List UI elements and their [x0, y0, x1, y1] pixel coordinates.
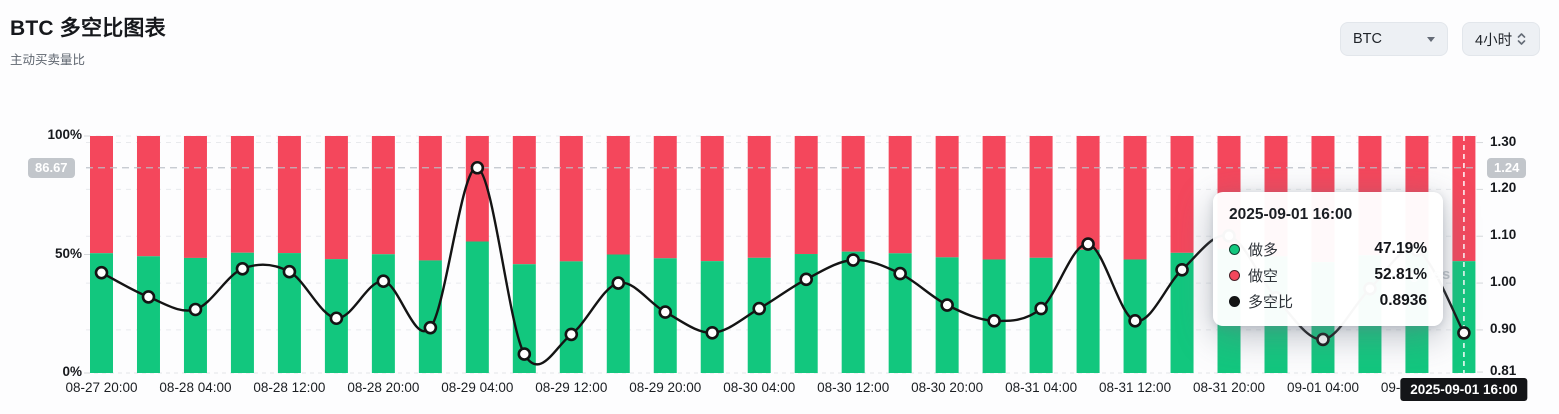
bar-short[interactable] — [606, 136, 630, 255]
bar-short[interactable] — [700, 136, 724, 262]
bar-short[interactable] — [230, 136, 254, 253]
chart-controls: BTC 4小时 — [1340, 22, 1540, 56]
interval-select[interactable]: 4小时 — [1462, 22, 1540, 56]
page-title: BTC 多空比图表 — [10, 17, 166, 40]
max-value-badge-right: 1.24 — [1487, 157, 1527, 178]
tooltip-row-ratio: 多空比 0.8936 — [1229, 288, 1427, 314]
bar-long[interactable] — [559, 261, 583, 373]
updown-spinner-icon — [1517, 33, 1526, 45]
tooltip-row-short: 做空 52.81% — [1229, 262, 1427, 288]
line-marker[interactable] — [940, 298, 954, 312]
bar-long[interactable] — [277, 253, 301, 373]
bar-long[interactable] — [1170, 252, 1194, 373]
line-marker[interactable] — [1128, 314, 1142, 328]
line-marker[interactable] — [94, 265, 109, 280]
line-marker[interactable] — [705, 325, 720, 340]
bar-short[interactable] — [512, 136, 536, 265]
tooltip-value: 52.81% — [1374, 266, 1427, 283]
max-value-badge-left: 86.67 — [28, 157, 75, 178]
bar-short[interactable] — [418, 136, 442, 261]
tooltip-value: 0.8936 — [1379, 292, 1427, 309]
bar-long[interactable] — [230, 252, 254, 373]
bar-long[interactable] — [888, 253, 912, 373]
bar-short[interactable] — [841, 136, 865, 252]
line-marker[interactable] — [1316, 332, 1330, 347]
bar-long[interactable] — [371, 254, 395, 373]
bar-short[interactable] — [1170, 136, 1194, 253]
line-marker[interactable] — [1175, 262, 1189, 277]
tooltip-label: 做多 — [1248, 241, 1279, 259]
tooltip-value: 47.19% — [1374, 240, 1427, 257]
ratio-dot-icon — [1229, 295, 1240, 307]
bar-short[interactable] — [277, 136, 301, 254]
bar-short[interactable] — [465, 136, 489, 242]
tooltip-label: 多空比 — [1248, 293, 1294, 311]
symbol-select-value: BTC — [1353, 31, 1382, 47]
bar-long[interactable] — [794, 254, 818, 373]
bar-long[interactable] — [606, 254, 630, 374]
bar-short[interactable] — [888, 136, 912, 254]
bar-long[interactable] — [1076, 249, 1100, 373]
line-marker[interactable] — [658, 305, 673, 319]
chevron-down-icon — [1427, 36, 1435, 42]
bar-long[interactable] — [418, 260, 442, 373]
interval-select-value: 4小时 — [1475, 32, 1513, 49]
line-marker[interactable] — [611, 276, 626, 290]
bar-long[interactable] — [90, 253, 113, 373]
line-marker[interactable] — [1081, 237, 1095, 251]
bar-short[interactable] — [653, 136, 677, 259]
line-marker[interactable] — [517, 347, 532, 361]
line-marker[interactable] — [141, 290, 156, 304]
symbol-select[interactable]: BTC — [1340, 22, 1448, 56]
crosshair-time-badge: 2025-09-01 16:00 — [1400, 378, 1528, 401]
bar-short[interactable] — [794, 136, 818, 255]
line-marker[interactable] — [799, 272, 814, 287]
line-marker[interactable] — [564, 327, 579, 342]
bar-short[interactable] — [1123, 136, 1147, 260]
line-marker[interactable] — [188, 302, 203, 317]
bar-long[interactable] — [747, 257, 771, 373]
bar-short[interactable] — [982, 136, 1006, 260]
line-marker[interactable] — [846, 253, 860, 267]
line-marker[interactable] — [893, 266, 907, 281]
bar-short[interactable] — [371, 136, 395, 255]
tooltip-row-long: 做多 47.19% — [1229, 236, 1427, 262]
chart-tooltip: 2025-09-01 16:00 做多 47.19% 做空 52.81% 多空比… — [1213, 192, 1443, 326]
short-dot-icon — [1229, 269, 1240, 281]
line-marker[interactable] — [1034, 301, 1048, 316]
bar-long[interactable] — [935, 257, 959, 373]
bar-short[interactable] — [324, 136, 348, 260]
bar-long[interactable] — [465, 241, 489, 373]
bar-long[interactable] — [512, 264, 536, 373]
bar-long[interactable] — [1029, 257, 1053, 373]
line-marker[interactable] — [1457, 326, 1471, 340]
bar-long[interactable] — [700, 261, 724, 373]
long-dot-icon — [1229, 243, 1240, 255]
page-header: BTC 多空比图表 主动买卖量比 — [10, 12, 166, 68]
line-marker[interactable] — [987, 314, 1001, 328]
tooltip-title: 2025-09-01 16:00 — [1229, 206, 1353, 223]
bar-short[interactable] — [935, 136, 959, 258]
line-marker[interactable] — [376, 274, 391, 288]
line-marker[interactable] — [329, 311, 344, 326]
bar-short[interactable] — [559, 136, 583, 262]
bar-short[interactable] — [136, 136, 160, 257]
bar-short[interactable] — [747, 136, 771, 258]
bar-long[interactable] — [136, 256, 160, 373]
line-marker[interactable] — [470, 160, 485, 175]
line-marker[interactable] — [423, 320, 438, 335]
bar-short[interactable] — [1076, 136, 1100, 250]
bar-short[interactable] — [183, 136, 207, 258]
bar-short[interactable] — [90, 136, 113, 254]
tooltip-label: 做空 — [1248, 267, 1279, 285]
line-marker[interactable] — [282, 264, 297, 279]
line-marker[interactable] — [752, 301, 767, 316]
bar-short[interactable] — [1029, 136, 1053, 258]
bar-long[interactable] — [841, 251, 865, 373]
page-subtitle: 主动买卖量比 — [10, 53, 86, 67]
line-marker[interactable] — [235, 261, 250, 276]
